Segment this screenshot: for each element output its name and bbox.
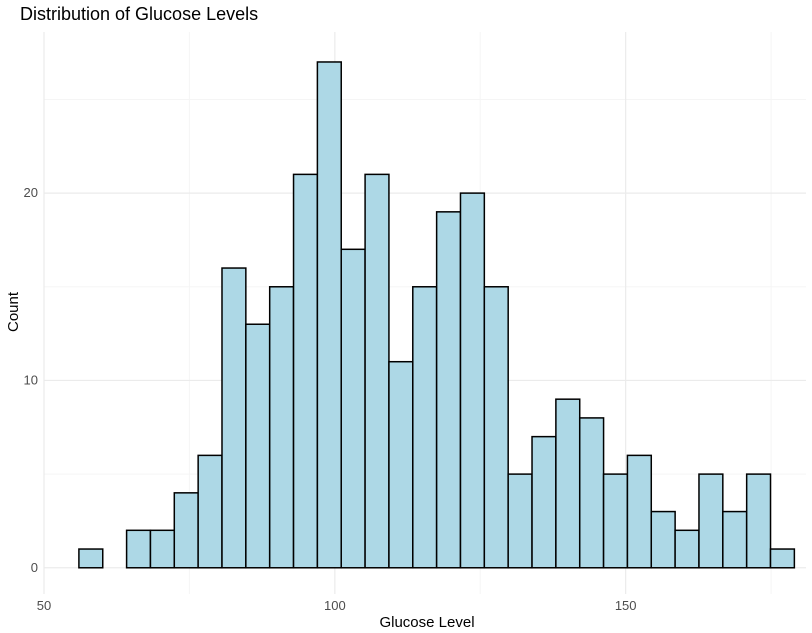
- x-tick-label: 100: [324, 598, 346, 613]
- histogram-bar: [459, 192, 486, 569]
- histogram-bar: [173, 492, 199, 569]
- y-tick-label: 20: [24, 185, 38, 200]
- x-tick-label: 150: [615, 598, 637, 613]
- histogram-bar: [674, 529, 700, 569]
- x-tick-label: 50: [37, 598, 51, 613]
- histogram-bar: [698, 473, 724, 569]
- histogram-bar: [531, 435, 557, 569]
- histogram-bar: [197, 454, 223, 569]
- y-axis-title: Count: [5, 291, 22, 332]
- histogram-bar: [578, 417, 605, 569]
- histogram-bar: [78, 548, 104, 569]
- histogram-bar: [745, 473, 772, 569]
- histogram-bar: [722, 510, 748, 569]
- histogram-bar: [149, 529, 176, 569]
- histogram-bar: [292, 173, 319, 569]
- histogram-bar: [125, 529, 152, 569]
- histogram-bar: [412, 286, 438, 569]
- histogram-bar: [435, 211, 462, 569]
- y-tick-label: 0: [31, 560, 38, 575]
- histogram-bar: [555, 398, 581, 569]
- histogram-bar: [507, 473, 533, 569]
- chart-title: Distribution of Glucose Levels: [20, 4, 259, 24]
- histogram-bar: [602, 473, 629, 569]
- tick-labels: 50 100 150 0 10 20: [24, 185, 637, 613]
- histogram-bar: [388, 360, 414, 569]
- histogram-bar: [245, 323, 271, 569]
- histogram-bar: [769, 548, 796, 569]
- y-tick-label: 10: [24, 372, 38, 387]
- histogram-bar: [650, 510, 676, 569]
- histogram-bar: [221, 267, 247, 569]
- histogram-bar: [364, 173, 390, 569]
- x-axis-title: Glucose Level: [379, 614, 474, 631]
- histogram-bar: [268, 286, 295, 569]
- histogram-bar: [340, 248, 366, 569]
- bars-layer: [78, 61, 796, 569]
- histogram-bar: [626, 454, 653, 569]
- histogram-bar: [316, 61, 342, 569]
- histogram-bar: [483, 286, 509, 569]
